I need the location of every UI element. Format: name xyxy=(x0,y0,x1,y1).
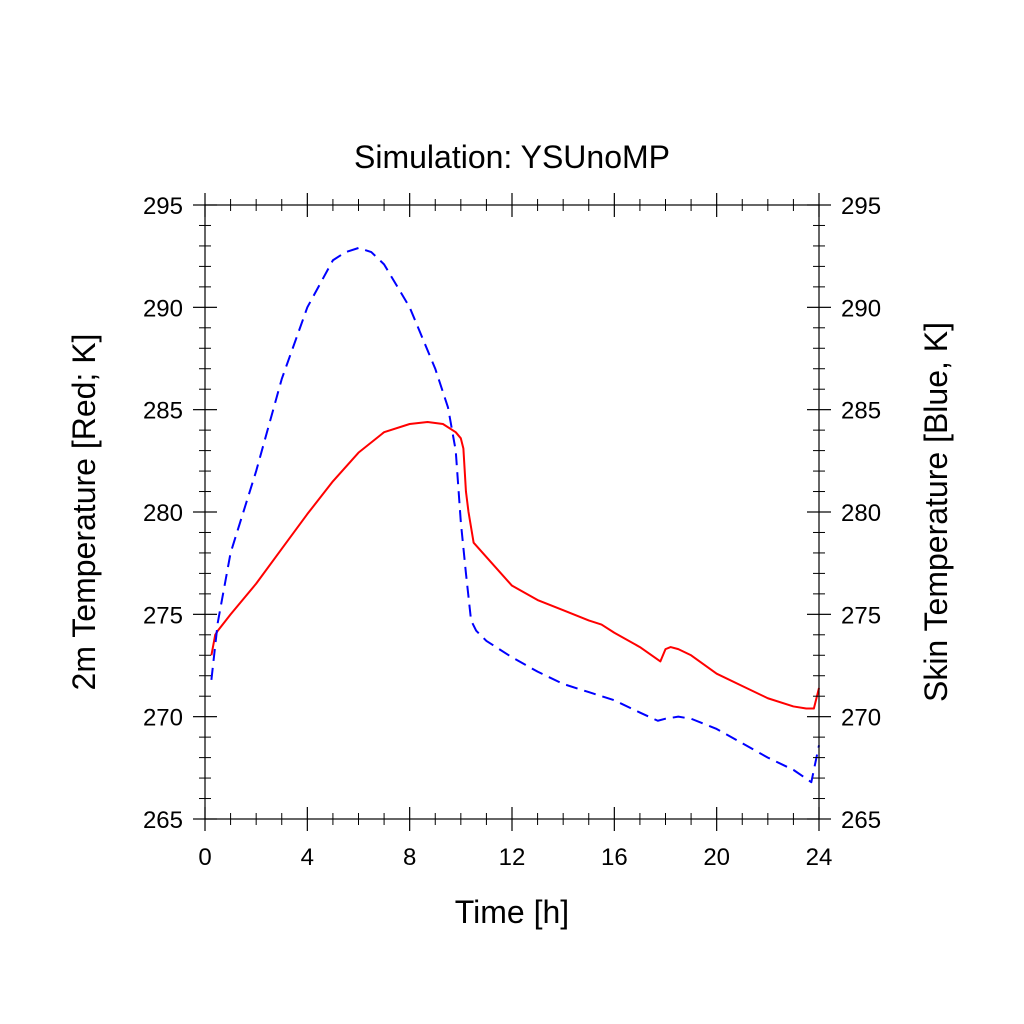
left-y-tick-label: 295 xyxy=(143,193,183,220)
ticks-layer xyxy=(193,193,831,831)
plot-frame xyxy=(204,204,820,820)
x-tick-label: 0 xyxy=(198,844,211,871)
series-line-skin-temperature xyxy=(210,246,820,784)
series-line-2m-temperature xyxy=(210,420,820,710)
left-y-tick-label: 275 xyxy=(143,602,183,629)
left-y-axis-title: 2m Temperature [Red; K] xyxy=(66,334,102,691)
x-tick-label: 8 xyxy=(403,844,416,871)
series-layer xyxy=(210,246,820,784)
chart-title: Simulation: YSUnoMP xyxy=(354,139,670,175)
labels-layer: 0 4 8 12 16 20 24 265 265 270 270 275 275 280 280 285 28… xyxy=(143,193,881,871)
x-tick-label: 24 xyxy=(806,844,833,871)
x-tick-label: 16 xyxy=(601,844,628,871)
left-y-tick-label: 285 xyxy=(143,398,183,425)
right-y-tick-label: 295 xyxy=(841,193,881,220)
x-tick-label: 20 xyxy=(703,844,730,871)
left-y-tick-label: 270 xyxy=(143,705,183,732)
left-y-tick-label: 280 xyxy=(143,500,183,527)
right-y-tick-label: 270 xyxy=(841,705,881,732)
right-y-tick-label: 275 xyxy=(841,602,881,629)
left-y-tick-label: 265 xyxy=(143,807,183,834)
x-tick-label: 4 xyxy=(301,844,314,871)
right-y-tick-label: 290 xyxy=(841,295,881,322)
x-axis-title: Time [h] xyxy=(455,894,569,930)
right-y-tick-label: 265 xyxy=(841,807,881,834)
right-y-tick-label: 280 xyxy=(841,500,881,527)
left-y-tick-label: 290 xyxy=(143,295,183,322)
right-y-tick-label: 285 xyxy=(841,398,881,425)
x-tick-label: 12 xyxy=(499,844,526,871)
right-y-axis-title: Skin Temperature [Blue, K] xyxy=(918,322,954,702)
